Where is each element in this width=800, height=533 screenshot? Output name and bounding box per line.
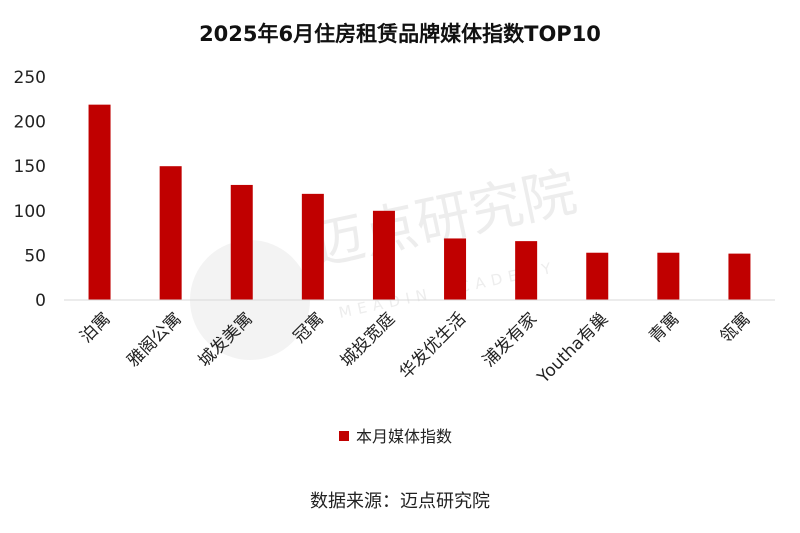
x-category-label: Youtha有巢 <box>533 309 612 388</box>
legend-swatch <box>339 431 349 441</box>
legend: 本月媒体指数 <box>339 427 452 446</box>
bar <box>159 166 182 300</box>
bar <box>515 241 538 300</box>
x-category-label: 泊寓 <box>76 309 114 347</box>
y-tick-label: 50 <box>24 246 46 266</box>
y-axis: 0 50 100 150 200 250 <box>14 68 46 311</box>
y-tick-label: 100 <box>14 202 46 222</box>
y-tick-label: 0 <box>35 291 46 311</box>
source-note: 数据来源：迈点研究院 <box>310 491 490 512</box>
bar <box>657 252 680 300</box>
x-category-label: 青寓 <box>645 309 683 347</box>
bar <box>88 104 111 300</box>
bars <box>88 104 751 300</box>
bar <box>444 238 467 300</box>
x-category-label: 浦发有家 <box>479 309 541 371</box>
x-category-label: 华发优生活 <box>396 309 470 383</box>
y-tick-label: 200 <box>14 113 46 133</box>
x-category-label: 瓴寓 <box>716 309 754 347</box>
bar <box>372 210 395 300</box>
x-category-label: 雅阁公寓 <box>123 309 185 371</box>
bar <box>728 253 751 300</box>
y-tick-label: 150 <box>14 157 46 177</box>
chart-title: 2025年6月住房租赁品牌媒体指数TOP10 <box>199 22 601 46</box>
legend-label: 本月媒体指数 <box>356 427 452 446</box>
y-tick-label: 250 <box>14 68 46 88</box>
bar <box>230 184 253 300</box>
watermark-logo-text: 迈点研究院 <box>305 160 582 278</box>
bar <box>586 252 609 300</box>
bar <box>301 193 324 300</box>
